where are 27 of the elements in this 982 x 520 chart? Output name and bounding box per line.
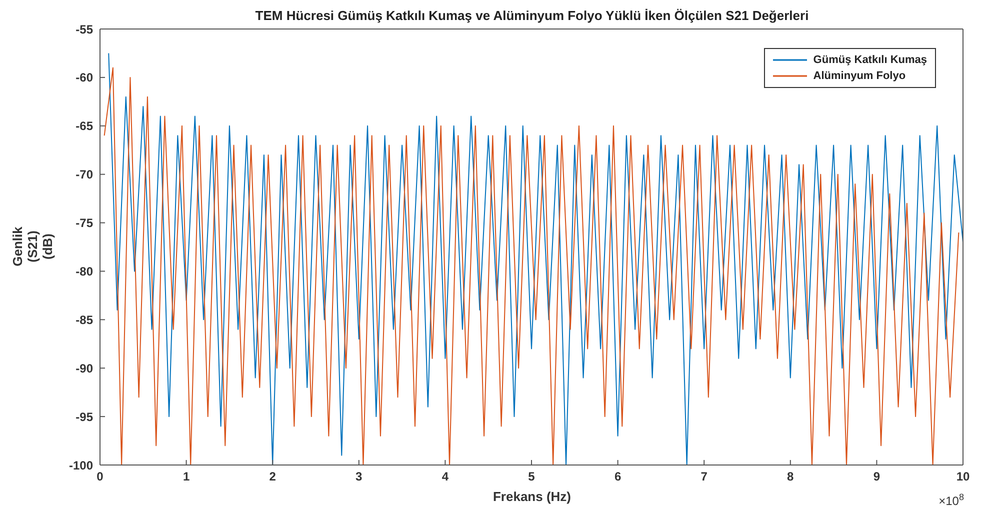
y-tick-label: -95 (76, 410, 94, 424)
x-axis-title: Frekans (Hz) (492, 489, 572, 504)
x-tick-label: 7 (700, 470, 708, 484)
y-tick-label: -100 (68, 458, 94, 472)
y-axis-title: Genlik (S21) (dB) (10, 226, 55, 266)
x-tick-label: 8 (787, 470, 794, 484)
y-tick-label: -75 (76, 216, 94, 230)
y-tick-label: -60 (76, 70, 94, 85)
chart-title: TEM Hücresi Gümüş Katkılı Kumaş ve Alüminyum Folyo Yüklü İken Ölçülen S21 Değerleri (255, 8, 809, 23)
y-tick-label: -85 (76, 312, 94, 327)
y-tick-label: -70 (76, 168, 94, 182)
y-tick-label: -80 (76, 264, 94, 278)
x-tick-label: 5 (528, 470, 536, 484)
x-tick-label: 4 (442, 470, 449, 484)
legend-label: Gümüş Katkılı Kumaş (813, 53, 927, 68)
text: ×10$^{8}$ (938, 492, 964, 508)
y-tick-label: -65 (76, 119, 94, 134)
legend-label: Alüminyum Folyo (813, 69, 906, 84)
x-tick-label: 0 (96, 470, 104, 484)
x-tick-label: 6 (614, 470, 622, 484)
x-tick-label: 10 (956, 470, 970, 484)
y-tick-label: -90 (76, 361, 94, 376)
x-tick-label: 3 (356, 470, 363, 484)
x-tick-label: 1 (182, 470, 190, 484)
x-tick-label: 9 (873, 470, 880, 484)
x-tick-label: 2 (269, 470, 276, 484)
y-tick-label: -55 (76, 22, 94, 36)
